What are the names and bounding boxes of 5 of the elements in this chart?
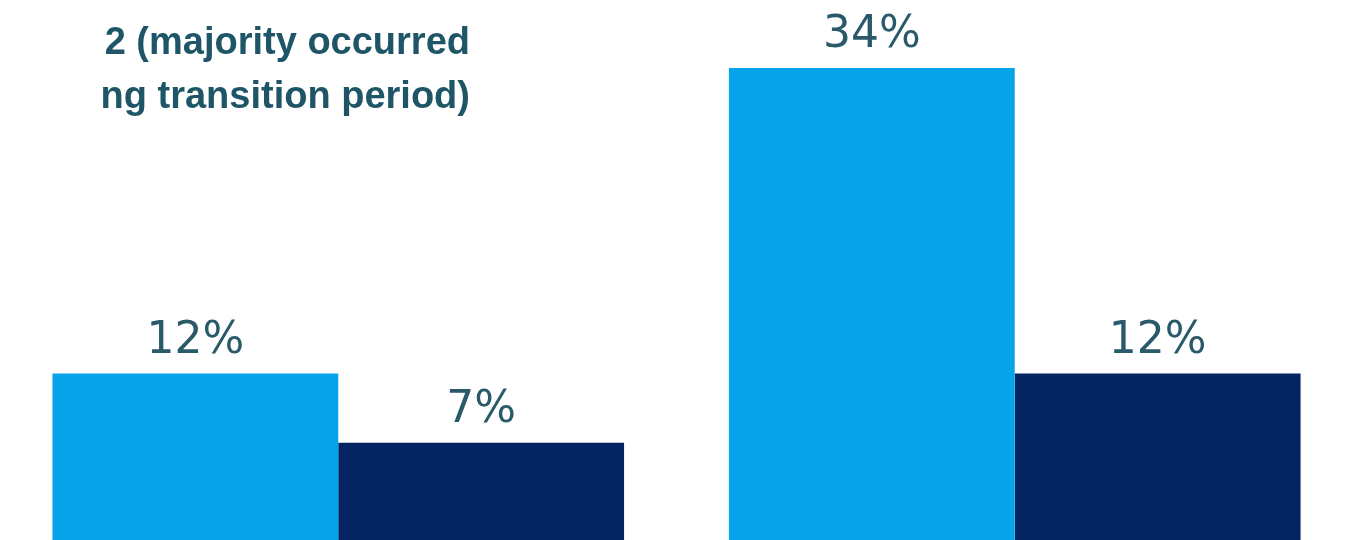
- data-label: 34%: [822, 6, 921, 58]
- data-label: 12%: [1108, 311, 1207, 363]
- chart-title: 2 (majority occurred ng transition period): [99, 19, 470, 118]
- data-label: 7%: [446, 381, 517, 433]
- data-label: 12%: [146, 311, 245, 363]
